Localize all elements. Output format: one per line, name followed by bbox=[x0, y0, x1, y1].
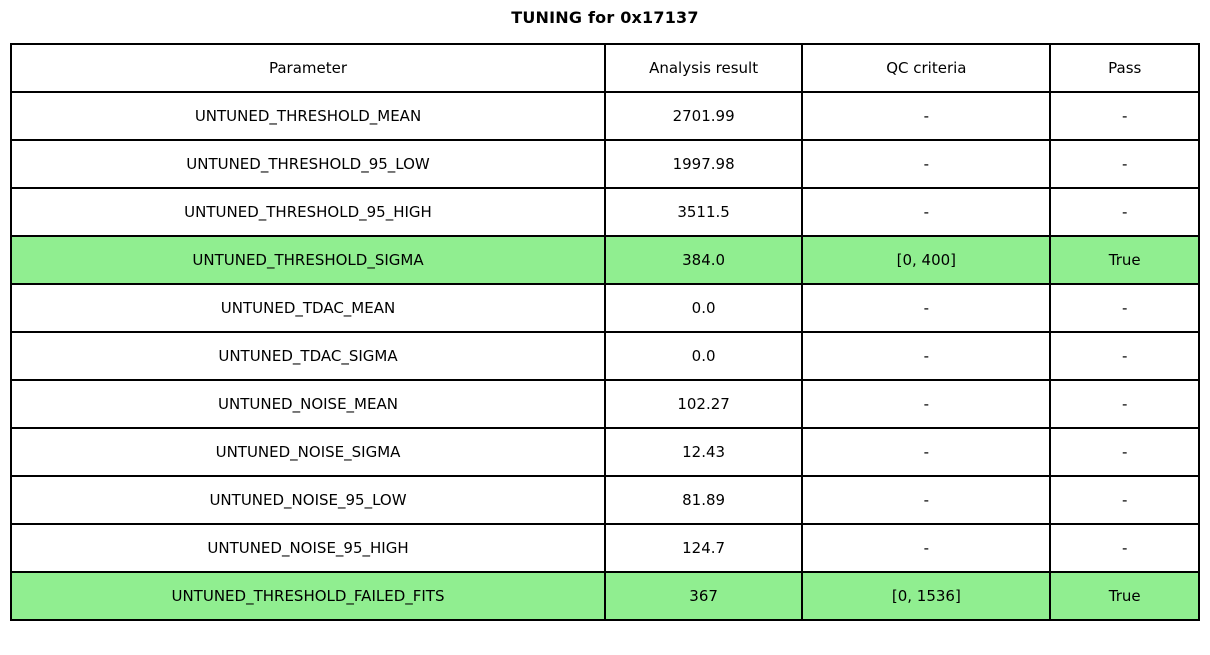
pass-cell: - bbox=[1049, 139, 1200, 189]
param-cell: UNTUNED_TDAC_SIGMA bbox=[10, 331, 606, 381]
param-cell: UNTUNED_NOISE_SIGMA bbox=[10, 427, 606, 477]
pass-cell: - bbox=[1049, 283, 1200, 333]
result-cell: 2701.99 bbox=[603, 91, 804, 141]
result-cell: 1997.98 bbox=[603, 139, 804, 189]
qc-cell: [0, 400] bbox=[801, 235, 1052, 285]
header-parameter: Parameter bbox=[10, 43, 606, 93]
table-row-passed: UNTUNED_THRESHOLD_FAILED_FITS 367 [0, 15… bbox=[10, 571, 1200, 621]
param-cell: UNTUNED_THRESHOLD_FAILED_FITS bbox=[10, 571, 606, 621]
pass-cell: - bbox=[1049, 379, 1200, 429]
result-cell: 124.7 bbox=[603, 523, 804, 573]
param-cell: UNTUNED_NOISE_95_LOW bbox=[10, 475, 606, 525]
param-cell: UNTUNED_THRESHOLD_95_LOW bbox=[10, 139, 606, 189]
result-cell: 12.43 bbox=[603, 427, 804, 477]
result-cell: 367 bbox=[603, 571, 804, 621]
pass-cell: - bbox=[1049, 187, 1200, 237]
result-cell: 102.27 bbox=[603, 379, 804, 429]
result-cell: 3511.5 bbox=[603, 187, 804, 237]
param-cell: UNTUNED_THRESHOLD_SIGMA bbox=[10, 235, 606, 285]
table-row: UNTUNED_THRESHOLD_95_LOW 1997.98 - - bbox=[10, 139, 1200, 189]
page-title: TUNING for 0x17137 bbox=[511, 8, 699, 27]
qc-cell: - bbox=[801, 427, 1052, 477]
pass-cell: - bbox=[1049, 475, 1200, 525]
param-cell: UNTUNED_NOISE_MEAN bbox=[10, 379, 606, 429]
pass-cell: True bbox=[1049, 571, 1200, 621]
qc-cell: - bbox=[801, 379, 1052, 429]
header-qc-criteria: QC criteria bbox=[801, 43, 1052, 93]
pass-cell: - bbox=[1049, 331, 1200, 381]
pass-cell: - bbox=[1049, 427, 1200, 477]
qc-cell: - bbox=[801, 331, 1052, 381]
qc-cell: - bbox=[801, 91, 1052, 141]
tuning-table: Parameter Analysis result QC criteria Pa… bbox=[10, 43, 1200, 621]
table-row: UNTUNED_NOISE_95_HIGH 124.7 - - bbox=[10, 523, 1200, 573]
qc-cell: [0, 1536] bbox=[801, 571, 1052, 621]
result-cell: 0.0 bbox=[603, 331, 804, 381]
result-cell: 384.0 bbox=[603, 235, 804, 285]
table-row-passed: UNTUNED_THRESHOLD_SIGMA 384.0 [0, 400] T… bbox=[10, 235, 1200, 285]
table-row: UNTUNED_NOISE_MEAN 102.27 - - bbox=[10, 379, 1200, 429]
table-row: UNTUNED_THRESHOLD_95_HIGH 3511.5 - - bbox=[10, 187, 1200, 237]
qc-cell: - bbox=[801, 187, 1052, 237]
param-cell: UNTUNED_THRESHOLD_MEAN bbox=[10, 91, 606, 141]
qc-cell: - bbox=[801, 475, 1052, 525]
table-row: UNTUNED_NOISE_SIGMA 12.43 - - bbox=[10, 427, 1200, 477]
qc-cell: - bbox=[801, 283, 1052, 333]
pass-cell: - bbox=[1049, 91, 1200, 141]
table-header-row: Parameter Analysis result QC criteria Pa… bbox=[10, 43, 1200, 93]
table-row: UNTUNED_THRESHOLD_MEAN 2701.99 - - bbox=[10, 91, 1200, 141]
header-pass: Pass bbox=[1049, 43, 1200, 93]
table-row: UNTUNED_TDAC_MEAN 0.0 - - bbox=[10, 283, 1200, 333]
result-cell: 0.0 bbox=[603, 283, 804, 333]
header-analysis-result: Analysis result bbox=[603, 43, 804, 93]
qc-cell: - bbox=[801, 523, 1052, 573]
param-cell: UNTUNED_THRESHOLD_95_HIGH bbox=[10, 187, 606, 237]
param-cell: UNTUNED_NOISE_95_HIGH bbox=[10, 523, 606, 573]
param-cell: UNTUNED_TDAC_MEAN bbox=[10, 283, 606, 333]
result-cell: 81.89 bbox=[603, 475, 804, 525]
table-row: UNTUNED_TDAC_SIGMA 0.0 - - bbox=[10, 331, 1200, 381]
pass-cell: True bbox=[1049, 235, 1200, 285]
table-row: UNTUNED_NOISE_95_LOW 81.89 - - bbox=[10, 475, 1200, 525]
qc-cell: - bbox=[801, 139, 1052, 189]
pass-cell: - bbox=[1049, 523, 1200, 573]
